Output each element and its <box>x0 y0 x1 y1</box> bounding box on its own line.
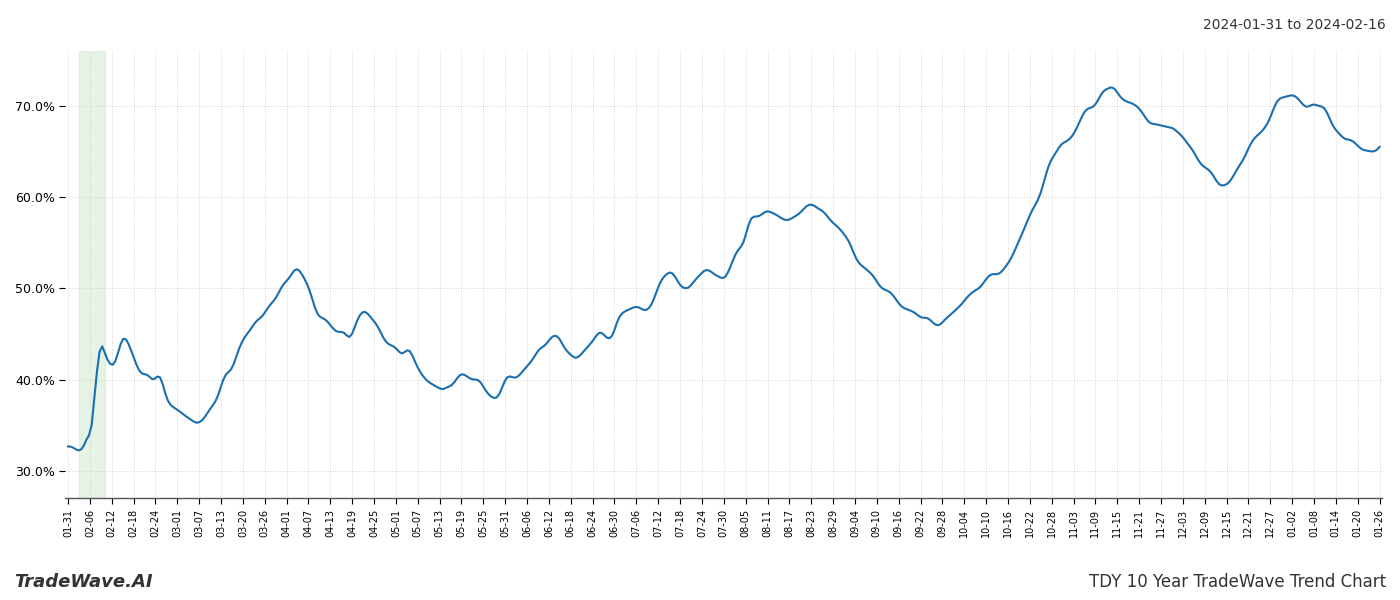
Bar <box>78 51 105 498</box>
Text: TradeWave.AI: TradeWave.AI <box>14 573 153 591</box>
Text: 2024-01-31 to 2024-02-16: 2024-01-31 to 2024-02-16 <box>1203 18 1386 32</box>
Text: TDY 10 Year TradeWave Trend Chart: TDY 10 Year TradeWave Trend Chart <box>1089 573 1386 591</box>
